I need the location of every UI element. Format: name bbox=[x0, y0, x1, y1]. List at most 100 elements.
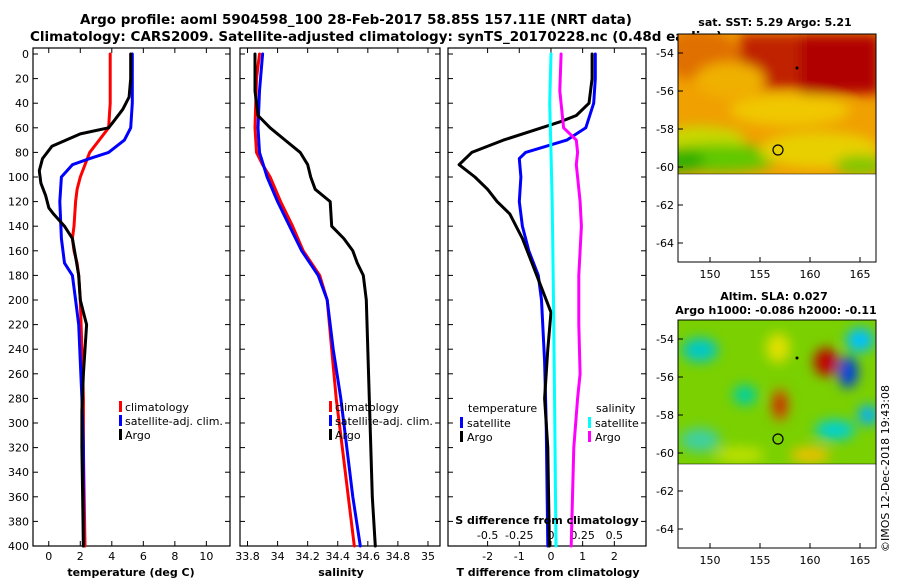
legend-label-s-argo: Argo bbox=[595, 431, 621, 444]
legend-swatch-t-satellite bbox=[460, 417, 463, 428]
xtick-label: 2 bbox=[77, 550, 84, 563]
sst-map bbox=[677, 33, 877, 263]
sla-map-subtitle: Argo h1000: -0.086 h2000: -0.11 bbox=[675, 304, 876, 317]
xtick-label: 10 bbox=[199, 550, 213, 563]
ytick-label: 100 bbox=[8, 171, 29, 184]
sst-lat-label: -56 bbox=[656, 85, 674, 98]
ytick-label: 240 bbox=[8, 343, 29, 356]
legend-swatch-t-argo bbox=[460, 431, 463, 442]
xtick-label: -1 bbox=[514, 550, 525, 563]
sst-lon-label: 160 bbox=[800, 268, 821, 281]
sst-map-title: sat. SST: 5.29 Argo: 5.21 bbox=[698, 16, 851, 29]
sla-lon-label: 150 bbox=[700, 554, 721, 567]
xtick-label: 34 bbox=[271, 550, 285, 563]
xtick-label: 35 bbox=[421, 550, 435, 563]
xtick-label: -2 bbox=[482, 550, 493, 563]
sla-map bbox=[677, 319, 877, 549]
legend-swatch-climatology bbox=[119, 401, 122, 412]
legend-title-salinity: salinity bbox=[596, 402, 636, 415]
s-diff-tick-label: 0.25 bbox=[570, 529, 595, 542]
ytick-label: 280 bbox=[8, 392, 29, 405]
xtick-label: 0 bbox=[547, 550, 554, 563]
difference-temperature-legend: temperature satellite Argo bbox=[460, 402, 537, 444]
salinity-legend: climatology satellite-adj. clim. Argo bbox=[329, 401, 433, 442]
sla-map-title: Altim. SLA: 0.027 bbox=[720, 290, 827, 303]
xtick-label: 34.6 bbox=[356, 550, 381, 563]
xtick-label: 33.8 bbox=[235, 550, 260, 563]
legend-swatch-satellite bbox=[119, 415, 122, 426]
ytick-label: 340 bbox=[8, 466, 29, 479]
legend-label-t-satellite: satellite bbox=[467, 417, 511, 430]
ytick-label: 160 bbox=[8, 245, 29, 258]
figure-title: Argo profile: aoml 5904598_100 28-Feb-20… bbox=[80, 12, 632, 28]
xtick-label: 6 bbox=[140, 550, 147, 563]
temperature-legend: climatology satellite-adj. clim. Argo bbox=[119, 401, 223, 442]
xtick-label: 34.8 bbox=[386, 550, 411, 563]
ytick-label: 20 bbox=[15, 73, 29, 86]
ytick-label: 320 bbox=[8, 442, 29, 455]
sla-lat-label: -64 bbox=[656, 523, 674, 536]
temperature-series-satellite-adj-clim- bbox=[58, 52, 134, 548]
legend-swatch-argo bbox=[329, 429, 332, 440]
s-diff-tick-label: -0.5 bbox=[477, 529, 498, 542]
salinity-xlabel: salinity bbox=[318, 566, 364, 579]
difference-top-xlabel: S difference from climatology bbox=[455, 514, 639, 527]
sst-lat-label: -62 bbox=[656, 199, 674, 212]
sst-lon-label: 165 bbox=[850, 268, 871, 281]
sla-lat-label: -62 bbox=[656, 485, 674, 498]
sst-map-image bbox=[678, 34, 876, 174]
xtick-label: 34.2 bbox=[295, 550, 320, 563]
sst-lat-label: -54 bbox=[656, 47, 674, 60]
ytick-label: 80 bbox=[15, 146, 29, 159]
sla-lon-label: 160 bbox=[800, 554, 821, 567]
sst-lon-label: 150 bbox=[700, 268, 721, 281]
ytick-label: 40 bbox=[15, 97, 29, 110]
salinity-series-satellite-adj-clim- bbox=[256, 52, 362, 548]
legend-swatch-satellite bbox=[329, 415, 332, 426]
legend-swatch-s-satellite bbox=[588, 417, 591, 428]
ytick-label: 380 bbox=[8, 515, 29, 528]
xtick-label: 34.4 bbox=[325, 550, 350, 563]
legend-swatch-climatology bbox=[329, 401, 332, 412]
sla-lat-label: -56 bbox=[656, 371, 674, 384]
sla-map-image bbox=[678, 320, 876, 464]
difference-salinity-legend: salinity satellite Argo bbox=[588, 402, 639, 444]
legend-label-satellite: satellite-adj. clim. bbox=[335, 415, 433, 428]
ytick-label: 260 bbox=[8, 368, 29, 381]
legend-swatch-s-argo bbox=[588, 431, 591, 442]
s-diff-tick-label: 0 bbox=[547, 529, 554, 542]
legend-label-climatology: climatology bbox=[335, 401, 399, 414]
difference-xlabel: T difference from climatology bbox=[456, 566, 639, 579]
difference-series-t-argo bbox=[457, 52, 594, 548]
s-diff-tick-label: 0.5 bbox=[606, 529, 624, 542]
argo-position-marker bbox=[772, 433, 784, 445]
temperature-panel bbox=[32, 47, 231, 547]
legend-label-s-satellite: satellite bbox=[595, 417, 639, 430]
salinity-series-argo bbox=[253, 52, 377, 548]
ytick-label: 360 bbox=[8, 491, 29, 504]
xtick-label: 0 bbox=[45, 550, 52, 563]
ytick-label: 200 bbox=[8, 294, 29, 307]
sla-lon-label: 155 bbox=[750, 554, 771, 567]
temperature-series-argo bbox=[37, 52, 133, 548]
xtick-label: 8 bbox=[171, 550, 178, 563]
legend-label-argo: Argo bbox=[335, 429, 361, 442]
legend-label-argo: Argo bbox=[125, 429, 151, 442]
imos-credit: ©IMOS 12-Dec-2018 19:43:08 bbox=[879, 385, 892, 552]
legend-title-temperature: temperature bbox=[468, 402, 537, 415]
sla-lon-label: 165 bbox=[850, 554, 871, 567]
difference-series-t-satellite bbox=[517, 52, 597, 548]
ytick-label: 120 bbox=[8, 196, 29, 209]
xtick-label: 4 bbox=[108, 550, 115, 563]
argo-position-marker bbox=[772, 144, 784, 156]
xtick-label: 2 bbox=[611, 550, 618, 563]
legend-label-satellite: satellite-adj. clim. bbox=[125, 415, 223, 428]
ytick-label: 140 bbox=[8, 220, 29, 233]
xtick-label: 1 bbox=[579, 550, 586, 563]
sla-lat-label: -54 bbox=[656, 333, 674, 346]
difference-series-s-satellite bbox=[548, 52, 558, 548]
ytick-label: 400 bbox=[8, 540, 29, 553]
ytick-label: 300 bbox=[8, 417, 29, 430]
temperature-series-climatology bbox=[70, 52, 112, 548]
